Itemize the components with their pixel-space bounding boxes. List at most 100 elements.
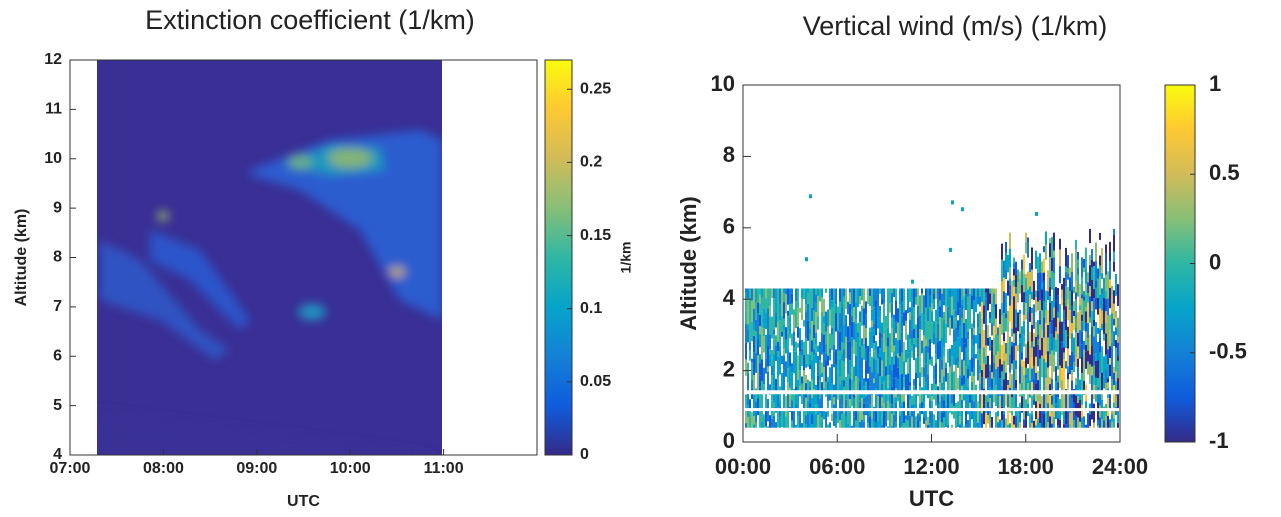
heatmap-cell [1037,391,1039,402]
heatmap-cell [773,288,775,299]
heatmap-cell [999,343,1001,360]
heatmap-cell [1117,390,1119,412]
heatmap-cell [1059,412,1061,420]
heatmap-cell [997,396,999,417]
heatmap-cell [1067,255,1069,269]
heatmap-cell [771,365,773,376]
heatmap-cell [777,385,779,393]
heatmap-cell [971,295,973,310]
heatmap-cell [869,331,871,346]
heatmap-cell [925,345,927,364]
heatmap-cell [865,361,867,382]
heatmap-cell [1043,301,1045,318]
heatmap-cell [909,349,911,361]
heatmap-cell [1075,249,1077,272]
heatmap-cell [1051,319,1053,335]
heatmap-cell [923,407,925,418]
heatmap-cell [791,393,793,401]
heatmap-cell [1071,351,1073,371]
heatmap-cell [1107,393,1109,399]
heatmap-cell [1081,386,1083,405]
heatmap-cell [967,353,969,365]
heatmap-cell [821,312,823,334]
heatmap-cell [997,366,999,383]
heatmap-cell [1083,380,1085,390]
heatmap-cell [1025,232,1027,242]
heatmap-cell [1099,259,1101,266]
heatmap-cell [931,383,933,397]
heatmap-cell [1109,419,1111,428]
heatmap-cell [855,420,857,428]
heatmap-cell [855,355,857,377]
heatmap-cell [955,384,957,394]
heatmap-cell [847,301,849,315]
heatmap-cell [913,328,915,339]
heatmap-cell [843,413,845,428]
heatmap-cell [1059,365,1061,378]
heatmap-cell [1103,356,1105,377]
heatmap-cell [825,331,827,345]
heatmap-cell [871,378,873,396]
heatmap-cell [1099,373,1101,393]
heatmap-cell [747,329,749,343]
x-axis-label: UTC [909,486,954,511]
heatmap-cell [799,380,801,387]
heatmap-cell [825,381,827,397]
heatmap-cell [985,315,987,325]
heatmap-cell [1065,286,1067,307]
heatmap-cell [1019,364,1021,384]
heatmap-cell [913,344,915,361]
heatmap-cell [897,322,899,341]
chart-title: Extinction coefficient (1/km) [145,5,475,35]
heatmap-cell [819,288,821,302]
heatmap-cell [795,311,797,329]
heatmap-cell [807,320,809,341]
heatmap-cell [991,288,993,304]
heatmap-cell [1043,337,1045,359]
heatmap-cell [1049,395,1051,417]
heatmap-cell [1045,412,1047,428]
heatmap-cell [887,358,889,375]
heatmap-cell [991,378,993,389]
heatmap-cell [1013,333,1015,343]
heatmap-cell [855,323,857,336]
heatmap-cell [989,370,991,388]
heatmap-cell [1005,292,1007,314]
heatmap-cell [785,416,787,428]
heatmap-cell [1089,255,1091,266]
heatmap-cell [1023,302,1025,316]
heatmap-cell [1101,372,1103,394]
heatmap-cell [979,288,981,297]
heatmap-cell [1047,367,1049,385]
heatmap-cell [833,309,835,327]
heatmap-cell [1033,385,1035,391]
heatmap-cell [1087,272,1089,283]
heatmap-cell [1075,395,1077,416]
heatmap-cell [775,391,777,407]
heatmap-cell [929,423,931,428]
heatmap-cell [837,393,839,400]
heatmap-cell [1093,289,1095,299]
heatmap-cell [1045,244,1047,260]
heatmap-cell [807,288,809,294]
heatmap-cell [891,413,893,427]
heatmap-cell [903,303,905,313]
heatmap-cell [1069,305,1071,311]
heatmap-cell [859,350,861,370]
heatmap-cell [1033,333,1035,347]
heatmap-cell [941,288,943,294]
heatmap-cell [905,419,907,428]
heatmap-cell [991,340,993,347]
heatmap-cell [927,288,929,309]
heatmap-cell [1111,347,1113,362]
heatmap-cell [855,342,857,356]
heatmap-cell [967,320,969,333]
heatmap-cell [953,371,955,393]
heatmap-cell [1023,292,1025,303]
heatmap-cell [871,309,873,321]
heatmap-cell [1047,422,1049,428]
heatmap-cell [779,366,781,375]
heatmap-cell [809,333,811,355]
heatmap-cell [1077,259,1079,268]
heatmap-cell [963,309,965,324]
